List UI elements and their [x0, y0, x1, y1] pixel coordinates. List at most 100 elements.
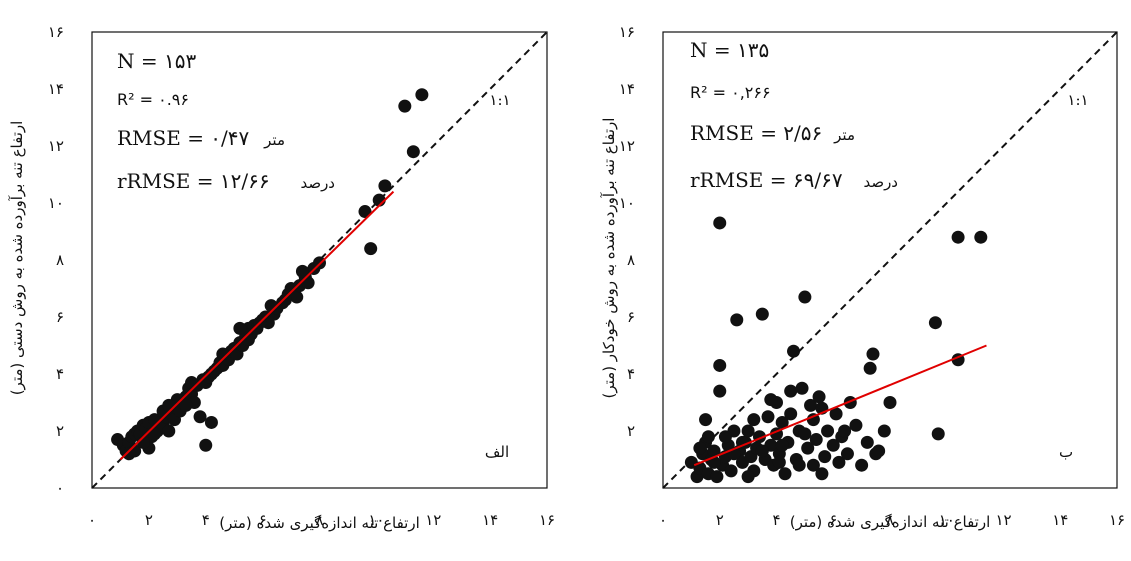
- data-point: [699, 413, 713, 427]
- data-point: [710, 470, 724, 484]
- data-point: [761, 410, 775, 424]
- data-point: [826, 438, 840, 452]
- x-tick-label: ۴: [772, 511, 780, 529]
- y-tick-label: ۱۴: [619, 80, 635, 98]
- data-point: [860, 435, 874, 449]
- y-tick-label: ۱۰: [619, 194, 635, 212]
- rmse-annotation: RMSE = ۰/۴۷: [117, 126, 250, 150]
- y-tick-label: ۱۲: [619, 137, 635, 155]
- data-point: [358, 205, 372, 219]
- y-tick-label: ۶: [56, 308, 64, 326]
- y-tick-label: ۲: [627, 422, 635, 440]
- data-point: [806, 458, 820, 472]
- data-point: [693, 441, 707, 455]
- data-point: [301, 276, 315, 290]
- data-point: [207, 364, 221, 378]
- data-point: [216, 347, 230, 361]
- y-tick-label: ۱۲: [48, 137, 64, 155]
- data-point: [755, 307, 769, 321]
- rrmse-unit: درصد: [300, 174, 335, 192]
- data-point: [798, 427, 812, 441]
- data-point: [821, 424, 835, 438]
- y-tick-label: ۴: [627, 365, 635, 383]
- data-point: [840, 447, 854, 461]
- y-tick-label: ۴: [56, 365, 64, 383]
- data-point: [795, 381, 809, 395]
- y-tick-label: ۱۰: [48, 194, 64, 212]
- data-point: [812, 390, 826, 404]
- x-tick-label: ۶: [259, 511, 267, 529]
- data-point: [832, 455, 846, 469]
- data-point: [713, 216, 727, 230]
- x-tick-label: ۸: [315, 511, 323, 529]
- x-axis-label: ارتفاع تنه اندازه‌گیری شده (متر): [790, 513, 991, 531]
- data-point: [364, 242, 378, 256]
- data-point: [233, 321, 247, 335]
- y-tick-label: ۱۶: [619, 23, 635, 41]
- data-point: [162, 398, 176, 412]
- x-tick-label: ۰: [88, 511, 96, 529]
- panel-manual: ۰ ۲ ۴ ۶ ۸ ۱۰ ۱۲ ۱۴ ۱۶ ۰ ۲ ۴ ۶ ۸ ۱۰ ۱۲ ۱۴ ۱۶ N = ۱۵۳ R² = ۰.…: [8, 23, 555, 532]
- data-point: [838, 424, 852, 438]
- data-point: [735, 435, 749, 449]
- data-point: [707, 444, 721, 458]
- data-point: [179, 398, 193, 412]
- data-point: [755, 444, 769, 458]
- data-point: [264, 299, 278, 313]
- y-axis-label: ارتفاع تنه برآورده شده به روش خودکار (مت…: [600, 118, 618, 399]
- y-tick-label: ۲: [56, 422, 64, 440]
- data-point: [928, 316, 942, 330]
- y-tick-label: ۶: [627, 308, 635, 326]
- y-tick-label: ۸: [56, 251, 64, 269]
- data-point: [764, 393, 778, 407]
- x-tick-label: ۱۶: [1109, 511, 1125, 529]
- data-point: [398, 99, 412, 113]
- x-tick-label: ۱۲: [425, 511, 441, 529]
- data-point: [863, 361, 877, 375]
- data-point: [162, 424, 176, 438]
- r2-annotation: R² = ۰.۹۶: [117, 90, 189, 109]
- y-tick-label: ۸: [627, 251, 635, 269]
- data-point: [872, 444, 886, 458]
- n-annotation: N = ۱۳۵: [690, 38, 769, 62]
- data-point: [741, 424, 755, 438]
- data-point: [713, 358, 727, 372]
- data-point: [378, 179, 392, 193]
- panel-automatic: ۰ ۲ ۴ ۶ ۸ ۱۰ ۱۲ ۱۴ ۱۶ ۲ ۴ ۶ ۸ ۱۰ ۱۲ ۱۴ ۱۶ N = ۱۳۵ R² = ۰,۲…: [600, 23, 1125, 531]
- data-point: [747, 413, 761, 427]
- data-point: [801, 441, 815, 455]
- data-point: [122, 447, 136, 461]
- data-point: [815, 467, 829, 481]
- data-point: [818, 450, 832, 464]
- regression-line: [693, 344, 987, 467]
- rmse-annotation: RMSE = ۲/۵۶: [690, 121, 822, 145]
- data-point: [866, 347, 880, 361]
- data-point: [784, 407, 798, 421]
- data-point: [772, 455, 786, 469]
- y-tick-label: ۱۴: [48, 80, 64, 98]
- x-tick-label: ۰: [659, 511, 667, 529]
- data-point: [809, 433, 823, 447]
- data-point: [741, 470, 755, 484]
- data-point: [718, 430, 732, 444]
- data-point: [193, 410, 207, 424]
- data-point: [784, 384, 798, 398]
- data-point: [778, 467, 792, 481]
- data-point: [701, 430, 715, 444]
- panel-label: الف: [485, 443, 509, 461]
- data-point: [877, 424, 891, 438]
- data-point: [204, 415, 218, 429]
- data-point: [290, 290, 304, 304]
- data-point: [199, 438, 213, 452]
- data-point: [730, 313, 744, 327]
- data-point: [883, 396, 897, 409]
- regression-line: [119, 190, 395, 461]
- one-to-one-label: ۱:۱: [1067, 91, 1088, 109]
- n-annotation: N = ۱۵۳: [117, 49, 196, 73]
- data-point: [804, 398, 818, 412]
- data-point: [724, 464, 738, 478]
- data-point: [849, 418, 863, 432]
- plot-frame: [91, 31, 548, 489]
- data-point: [974, 230, 988, 244]
